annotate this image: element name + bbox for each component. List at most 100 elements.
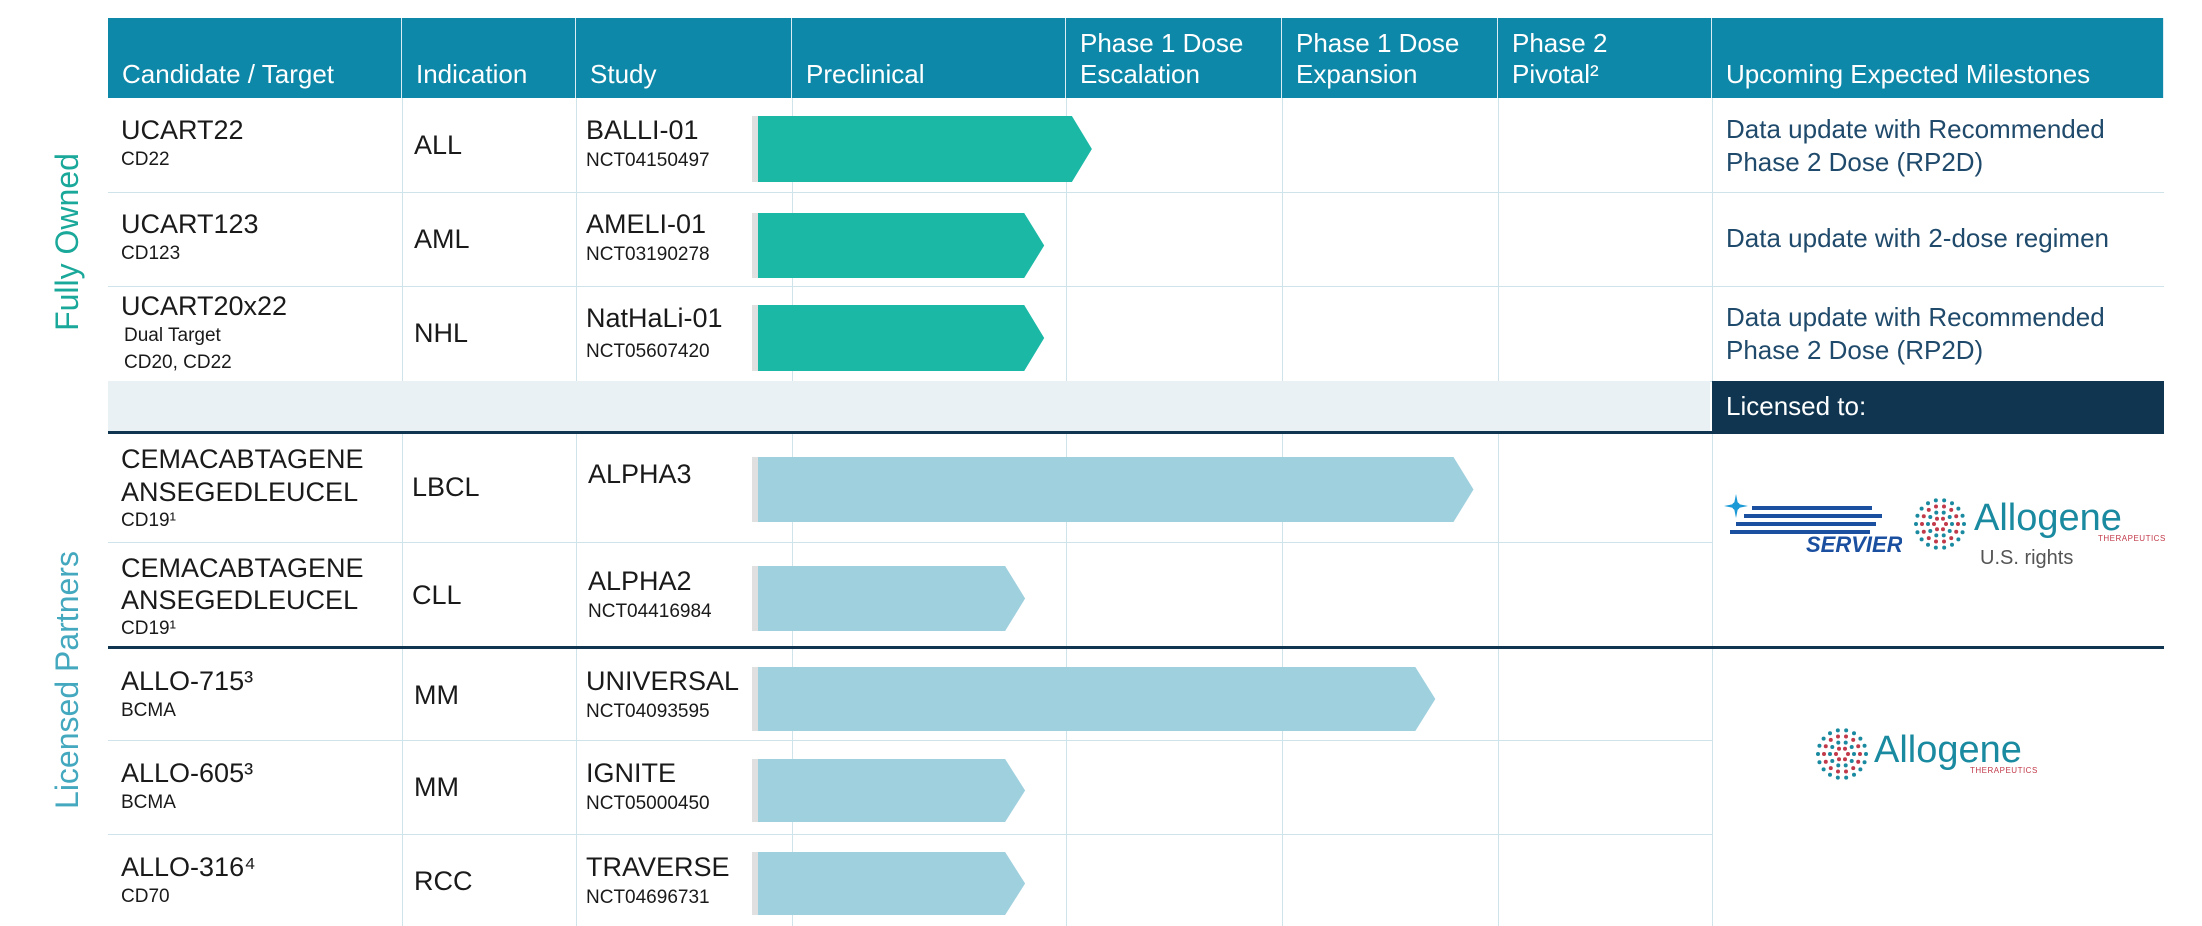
logo-dot (1828, 752, 1832, 756)
milestone-text: Data update with Recommended Phase 2 Dose… (1726, 114, 2105, 177)
logo-dot (1942, 498, 1947, 503)
logo-dot (1817, 743, 1822, 748)
study-nct: NCT05607420 (586, 341, 710, 362)
logo-dot (1935, 516, 1939, 521)
indication: CLL (412, 580, 462, 610)
candidate-name: UCART123 (121, 209, 259, 239)
logo-dot (1941, 527, 1945, 532)
logo-dot (1928, 514, 1933, 519)
logo-dot (1816, 752, 1820, 756)
logo-dot (1817, 760, 1822, 765)
logo-dot (1828, 737, 1833, 742)
progress-bar (758, 213, 1045, 278)
logo-dot (1852, 752, 1856, 756)
logo-dot (1960, 513, 1965, 518)
allogene-tagline: THERAPEUTICS (1970, 766, 2038, 775)
logo-dot (1823, 744, 1828, 749)
logo-dot (1830, 744, 1835, 749)
us-rights-label: U.S. rights (1980, 547, 2074, 569)
logo-dot (1843, 740, 1848, 745)
candidate-name: ALLO-605³ (121, 758, 254, 788)
candidate-target: CD70 (121, 886, 170, 907)
indication: AML (414, 224, 470, 254)
candidate-name: ALLO-316⁴ (121, 852, 256, 882)
logo-dot (1933, 545, 1938, 550)
logo-dot (1950, 501, 1954, 506)
progress-bar (758, 667, 1436, 731)
bar-shadow (752, 852, 758, 915)
candidate-target: CD19¹ (121, 618, 176, 639)
study-nct: NCT05000450 (586, 793, 710, 814)
logo-dot (1835, 734, 1840, 739)
logo-dot (1919, 537, 1924, 542)
indication: LBCL (412, 472, 480, 502)
grid-line (402, 98, 403, 926)
study-nct: NCT04696731 (586, 887, 710, 908)
logo-dot (1926, 501, 1930, 506)
servier-wordmark: SERVIER (1806, 532, 1902, 557)
study-name: NatHaLi-01 (586, 303, 723, 333)
progress-bar (758, 566, 1026, 631)
header-phase1-expansion: Phase 1 Dose Expansion (1282, 18, 1498, 98)
study-name: UNIVERSAL (586, 666, 740, 696)
indication: RCC (414, 866, 473, 896)
indication: ALL (414, 130, 463, 160)
logo-dot (1933, 504, 1938, 509)
logo-dot (1941, 510, 1946, 515)
candidate-target: BCMA (121, 792, 176, 813)
candidate-target: CD19¹ (121, 510, 176, 531)
grid-line (576, 98, 577, 926)
logo-dot (1926, 536, 1931, 541)
study-nct: NCT04416984 (588, 601, 712, 622)
logo-dot (1932, 522, 1936, 526)
study-name: BALLI-01 (586, 115, 699, 145)
milestone-text: Data update with Recommended Phase 2 Dose… (1726, 302, 2105, 365)
logo-dot (1858, 752, 1862, 756)
bar-shadow (752, 457, 758, 522)
logo-dot (1844, 728, 1849, 733)
logo-dot (1947, 529, 1952, 534)
bar-shadow (752, 116, 758, 182)
grid-line (108, 542, 1712, 543)
logo-dot (1830, 759, 1835, 764)
progress-bar (758, 457, 1474, 522)
candidate-name: ALLO-715³ (121, 666, 254, 696)
servier-logo: SERVIER (1724, 494, 1902, 557)
logo-dot (1862, 743, 1867, 748)
grid-line (108, 286, 2164, 287)
study-nct: NCT04093595 (586, 701, 710, 722)
logo-dot (1828, 731, 1832, 736)
logo-dot (1920, 522, 1924, 526)
indication: MM (414, 772, 459, 802)
study-name: ALPHA3 (588, 459, 692, 489)
logo-dot (1944, 522, 1948, 526)
logo-dot (1844, 769, 1849, 774)
logo-dot (1956, 506, 1961, 511)
logo-dot (1935, 527, 1939, 532)
logo-dot (1835, 775, 1840, 780)
logo-dot (1844, 775, 1849, 780)
logo-dot (1933, 539, 1938, 544)
logo-dot (1837, 746, 1841, 751)
logo-dot (1926, 542, 1930, 547)
spacer-band (108, 381, 1710, 431)
candidate-target: Dual Target (124, 325, 221, 346)
candidate-name: CEMACABTAGENE (121, 553, 364, 583)
logo-dot (1856, 744, 1861, 749)
logo-dot (1835, 769, 1840, 774)
candidate-target: CD123 (121, 243, 181, 264)
logo-dot (1844, 734, 1849, 739)
header-candidate: Candidate / Target (108, 18, 402, 98)
logo-dot (1956, 522, 1960, 526)
group-divider (108, 431, 2164, 434)
logo-dot (1846, 752, 1850, 756)
header-study: Study (576, 18, 792, 98)
logo-dot (1834, 752, 1838, 756)
logo-dot (1921, 514, 1926, 519)
allogene-mark-icon (1816, 728, 1868, 780)
candidate-name: UCART22 (121, 115, 244, 145)
logo-dot (1821, 767, 1826, 772)
bar-shadow (752, 759, 758, 822)
logo-dot (1915, 513, 1920, 518)
candidate-name: UCART20x22 (121, 291, 288, 321)
